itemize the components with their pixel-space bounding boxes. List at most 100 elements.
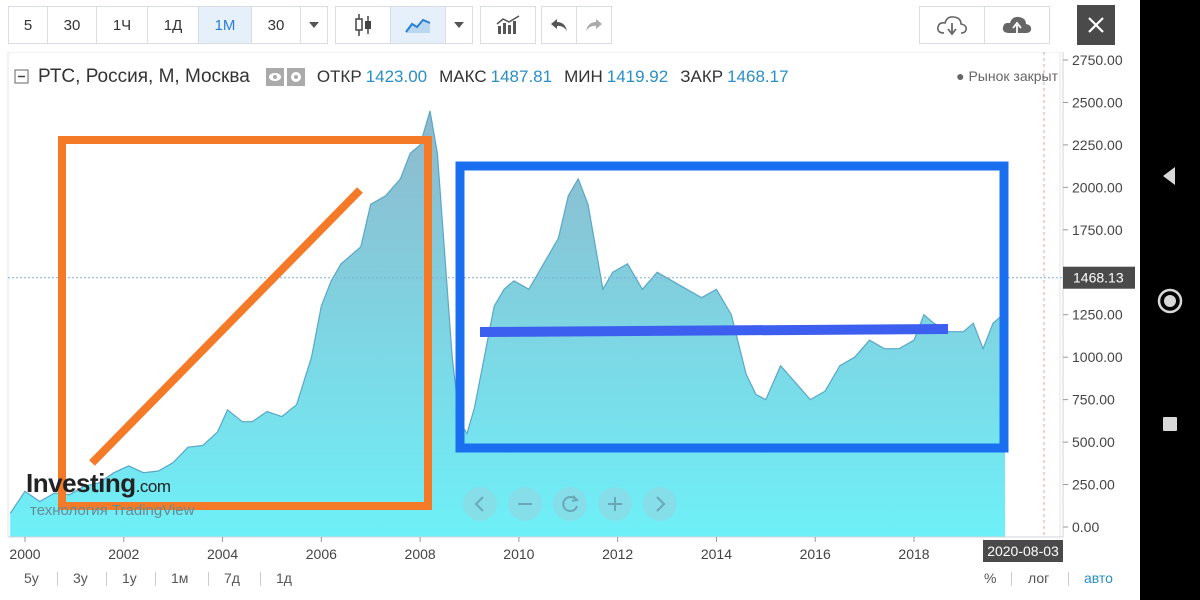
x-tick-label: 2016 [800,546,831,562]
x-tick-label: 2018 [898,546,929,562]
home-button[interactable] [1140,286,1200,316]
range-divider [155,572,156,586]
y-tick-label: 0.00 [1072,519,1099,535]
market-status: ● Рынок закрыт [956,68,1058,84]
orange-trend-line [89,187,363,466]
gear-icon[interactable] [286,68,305,86]
range-divider [106,572,107,586]
range-divider [260,572,261,586]
interval-1d-button[interactable]: 1Д [147,6,199,44]
chart-legend: РТС, Россия, М, Москва ОТКР 1423.00 МАКС… [14,62,789,92]
interval-30-button[interactable]: 30 [47,6,97,44]
range-1y-button[interactable]: 1y [122,570,137,586]
upload-cloud-button[interactable] [984,6,1050,44]
watermark-tagline: технология TradingView [30,502,195,519]
back-button[interactable] [1140,164,1200,188]
indicators-button[interactable] [480,6,536,44]
chart-type-dropdown-button[interactable] [445,6,473,44]
eye-icon[interactable] [265,68,284,86]
x-tick-label: 2014 [701,546,732,562]
range-1m-button[interactable]: 1м [171,570,189,586]
high-label: МАКС [439,67,487,86]
open-value: 1423.00 [365,67,428,86]
x-tick-label: 2012 [602,546,633,562]
y-tick-label: 2000.00 [1072,179,1123,195]
back-triangle-icon [1163,167,1175,185]
range-divider [1011,572,1012,586]
undo-icon [551,19,567,31]
high-value: 1487.81 [490,67,553,86]
zoom-in-button[interactable] [598,487,632,521]
blue-range-line [479,324,949,337]
x-tick-label: 2004 [207,546,238,562]
interval-5-button[interactable]: 5 [8,6,48,44]
auto-scale-button[interactable]: авто [1084,570,1113,586]
range-5y-button[interactable]: 5y [24,570,39,586]
candlestick-icon [355,14,371,36]
watermark-logo: Investing.com [26,468,171,499]
scroll-right-button[interactable] [643,487,677,521]
interval-dropdown-button[interactable] [300,6,328,44]
orange-annotation-box [58,136,432,510]
undo-button[interactable] [541,6,577,44]
cloud-download-icon [937,16,967,36]
chart-app: 5 30 1Ч 1Д 1М 30 [0,5,1140,592]
recents-button[interactable] [1140,412,1200,436]
area-chart-button[interactable] [390,6,446,44]
redo-button[interactable] [576,6,612,44]
recents-square-icon [1163,417,1177,431]
x-tick-label: 2010 [503,546,534,562]
current-price-label: 1468.13 [1073,270,1124,286]
open-label: ОТКР [316,67,362,86]
low-label: МИН [564,67,603,86]
percent-scale-button[interactable]: % [984,570,997,586]
x-tick-label: 2000 [9,546,40,562]
y-tick-label: 2250.00 [1072,137,1123,153]
range-3y-button[interactable]: 3y [73,570,88,586]
y-tick-label: 1000.00 [1072,349,1123,365]
interval-1h-button[interactable]: 1Ч [96,6,148,44]
area-chart-icon [405,18,431,33]
cloud-upload-icon [1002,16,1032,34]
chart-canvas[interactable]: 2750.002500.002250.002000.001750.001500.… [0,52,1140,566]
android-nav-bar [1140,0,1200,600]
y-tick-label: 2500.00 [1072,94,1123,110]
date-label: 2020-08-03 [987,543,1059,559]
reset-button[interactable] [553,487,587,521]
x-tick-label: 2006 [306,546,337,562]
candlestick-chart-button[interactable] [335,6,391,44]
range-divider [1068,572,1069,586]
x-tick-label: 2008 [405,546,436,562]
collapse-legend-icon[interactable] [14,69,30,85]
log-scale-button[interactable]: лог [1028,570,1050,586]
y-tick-label: 2750.00 [1072,52,1123,68]
range-bar: 5y 3y 1y 1м 7д 1д % лог авто [0,566,1140,592]
range-7d-button[interactable]: 7д [224,570,240,586]
indicators-icon [496,15,520,34]
close-button[interactable] [1077,5,1115,45]
close-label: ЗАКР [680,67,724,86]
low-value: 1419.92 [606,67,669,86]
price-line [9,110,1006,514]
range-1d-button[interactable]: 1д [276,570,292,586]
scroll-left-button[interactable] [463,487,497,521]
zoom-out-button[interactable] [508,487,542,521]
y-tick-label: 1250.00 [1072,307,1123,323]
redo-icon [586,19,602,31]
home-circle-icon [1157,288,1183,314]
watermark-brand-suffix: .com [135,477,171,496]
chevron-down-icon [454,22,464,28]
current-price-badge [1063,266,1135,289]
y-tick-label: 500.00 [1072,434,1115,450]
download-cloud-button[interactable] [919,6,985,44]
interval-30-custom-button[interactable]: 30 [251,6,301,44]
chart-nav-controls [462,486,682,522]
date-badge [983,540,1063,562]
y-tick-label: 750.00 [1072,392,1115,408]
interval-1m-button[interactable]: 1М [198,6,252,44]
range-divider [208,572,209,586]
blue-annotation-box [455,161,1009,453]
x-tick-label: 2002 [108,546,139,562]
y-tick-label: 1750.00 [1072,222,1123,238]
close-value: 1468.17 [727,67,789,86]
